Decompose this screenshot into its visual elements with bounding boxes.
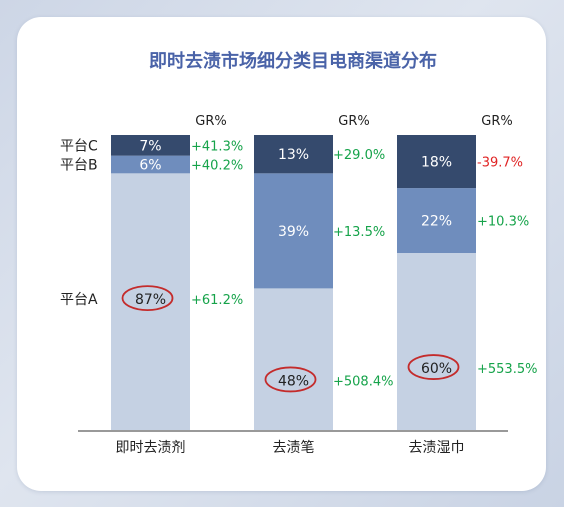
category-labels: 即时去渍剂 去渍笔 去渍湿巾	[116, 440, 465, 456]
highlight-circle	[407, 354, 460, 380]
growth-label: +508.4%	[333, 374, 393, 389]
growth-label: +40.2%	[191, 159, 243, 174]
segment-value-label: 18%	[421, 155, 452, 171]
category-label: 去渍笔	[273, 440, 315, 456]
category-label: 去渍湿巾	[409, 440, 465, 456]
highlight-circle	[121, 285, 174, 312]
segment-value-label: 7%	[139, 138, 161, 154]
bars: 87% +61.2% 6% +40.2% 7% +41.3% 48% +508.4% 39% +1…	[111, 135, 537, 430]
growth-label: +41.3%	[191, 139, 243, 154]
segment-value-label: 13%	[278, 147, 309, 163]
segment-value-label: 60%	[421, 361, 452, 377]
segment-value-label: 48%	[278, 373, 309, 389]
segment-value-label: 39%	[278, 224, 309, 240]
gr-headers: GR% GR% GR%	[195, 114, 512, 129]
bar-segment	[254, 135, 333, 174]
series-label: 平台B	[60, 158, 98, 174]
chart-title: 即时去渍市场细分类目电商渠道分布	[149, 50, 437, 72]
category-label: 即时去渍剂	[116, 440, 186, 456]
series-label: 平台A	[60, 292, 98, 308]
bar-segment	[254, 173, 333, 289]
row-labels: 平台A 平台B 平台C	[60, 138, 98, 308]
growth-label: +553.5%	[477, 362, 537, 377]
gr-header: GR%	[338, 114, 369, 129]
bar-segment	[397, 253, 476, 430]
gr-header: GR%	[195, 114, 226, 129]
growth-label: +61.2%	[191, 293, 243, 308]
bar-segment	[397, 188, 476, 253]
bar-segment	[397, 135, 476, 189]
bar-segment	[254, 288, 333, 430]
growth-label: +29.0%	[333, 148, 385, 163]
bar-segment	[111, 135, 190, 156]
segment-value-label: 87%	[135, 292, 166, 308]
series-label: 平台C	[60, 138, 98, 154]
gr-header: GR%	[481, 114, 512, 129]
growth-label: +13.5%	[333, 225, 385, 240]
growth-label: -39.7%	[477, 156, 523, 171]
highlight-circle	[264, 366, 317, 393]
bar-segment	[111, 155, 190, 174]
segment-value-label: 22%	[421, 214, 452, 230]
growth-label: +10.3%	[477, 215, 529, 230]
segment-value-label: 6%	[139, 158, 161, 174]
